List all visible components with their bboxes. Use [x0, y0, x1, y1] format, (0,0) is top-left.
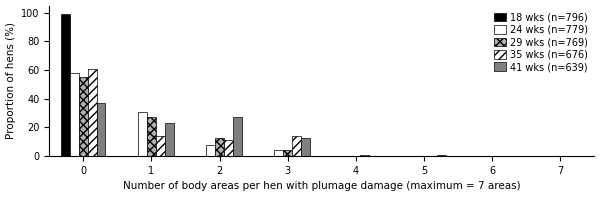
Bar: [88, 69, 97, 156]
Bar: [233, 117, 242, 156]
Bar: [165, 123, 173, 156]
Bar: [138, 112, 147, 156]
Bar: [70, 73, 79, 156]
Bar: [283, 151, 292, 156]
Bar: [215, 138, 224, 156]
Bar: [437, 155, 446, 156]
Bar: [274, 151, 283, 156]
Bar: [97, 103, 106, 156]
Y-axis label: Proportion of hens (%): Proportion of hens (%): [5, 22, 16, 139]
Bar: [301, 138, 310, 156]
Bar: [61, 14, 70, 156]
X-axis label: Number of body areas per hen with plumage damage (maximum = 7 areas): Number of body areas per hen with plumag…: [123, 181, 521, 191]
Bar: [147, 117, 156, 156]
Bar: [224, 140, 233, 156]
Bar: [156, 136, 165, 156]
Bar: [361, 155, 369, 156]
Bar: [206, 145, 215, 156]
Bar: [292, 136, 301, 156]
Bar: [79, 77, 88, 156]
Legend: 18 wks (n=796), 24 wks (n=779), 29 wks (n=769), 35 wks (n=676), 41 wks (n=639): 18 wks (n=796), 24 wks (n=779), 29 wks (…: [492, 10, 590, 74]
